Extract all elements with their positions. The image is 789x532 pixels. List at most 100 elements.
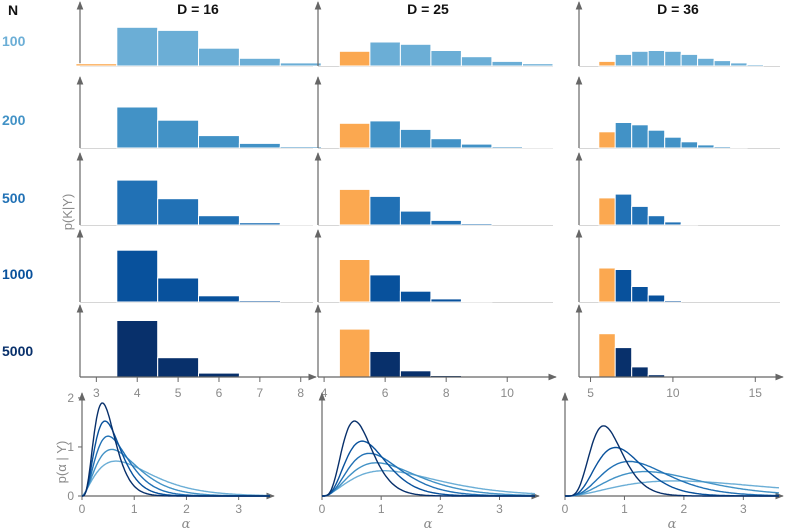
x-tick-label-d16-6: 6 — [216, 386, 223, 400]
row-label-n-100: 100 — [2, 33, 26, 49]
bar-d25-n200-k8 — [430, 138, 462, 149]
bar-d36-n200-k10 — [664, 136, 682, 149]
alpha-y-tick-label-d16-0: 0 — [67, 489, 74, 503]
bar-d16-n1000-k6 — [198, 295, 240, 303]
bar-d36-n200-k6 — [598, 131, 616, 149]
x-tick-label-d36-10: 10 — [666, 386, 680, 400]
bar-d25-n1000-k9 — [460, 300, 493, 303]
bar-d36-n100-k11 — [680, 53, 699, 67]
bar-d25-n100-k9 — [460, 56, 493, 67]
bar-d36-n100-k8 — [631, 50, 649, 67]
bar-d25-n500-k8 — [430, 219, 462, 226]
column-title-d36: D = 36 — [657, 1, 699, 17]
x-tick-label-d25-6: 6 — [382, 386, 389, 400]
alpha-x-tick-label-d16-0: 0 — [79, 502, 86, 516]
bar-d25-n200-k5 — [338, 122, 371, 149]
row-header-n: N — [8, 2, 18, 18]
density-curve-d36-n5000 — [565, 425, 779, 497]
bar-d36-n200-k13 — [713, 146, 732, 149]
bar-d16-n100-k3 — [75, 63, 118, 67]
alpha-x-tick-label-d16-2: 2 — [183, 502, 190, 516]
bar-d16-n1000-k4 — [116, 249, 159, 303]
bar-d36-n200-k9 — [647, 129, 666, 149]
bar-d36-n500-k7 — [614, 193, 633, 226]
density-curve-d36-n500 — [565, 460, 779, 497]
bar-d16-n200-k7 — [238, 142, 281, 149]
bar-d16-n100-k7 — [238, 57, 281, 67]
density-curve-d16-n500 — [81, 435, 270, 497]
bar-d25-n200-k10 — [491, 146, 523, 149]
bar-d16-n5000-k4 — [116, 320, 159, 378]
bar-d36-n1000-k9 — [647, 294, 666, 303]
bar-d25-n5000-k7 — [399, 370, 432, 378]
column-title-d16: D = 16 — [177, 1, 219, 17]
column-title-d25: D = 25 — [407, 1, 449, 17]
bar-d16-n200-k4 — [116, 106, 159, 149]
x-tick-label-d16-3: 3 — [93, 386, 100, 400]
bar-d25-n100-k11 — [522, 63, 554, 67]
density-curve-d25-n100 — [321, 470, 536, 497]
bar-d25-n100-k8 — [430, 50, 462, 67]
bar-d16-n500-k5 — [157, 198, 200, 226]
x-tick-label-d16-7: 7 — [257, 386, 264, 400]
bar-d25-n500-k6 — [369, 195, 401, 226]
density-curve-d25-n5000 — [322, 420, 535, 497]
density-curve-d25-n200 — [322, 462, 535, 497]
bar-d16-n100-k8 — [279, 62, 322, 67]
bar-d36-n100-k9 — [647, 50, 666, 67]
alpha-x-tick-label-d16-3: 3 — [235, 502, 242, 516]
bar-d36-n500-k9 — [647, 215, 666, 226]
y-axis-label-pk: p(K|Y) — [60, 194, 75, 231]
bar-d16-n500-k4 — [116, 179, 159, 226]
bar-d16-n200-k8 — [279, 146, 322, 149]
density-curve-d36-n1000 — [565, 446, 779, 497]
alpha-x-tick-label-d36-2: 2 — [681, 502, 688, 516]
bar-d25-n1000-k8 — [430, 298, 462, 303]
density-curve-d25-n500 — [322, 452, 535, 497]
alpha-x-tick-label-d36-1: 1 — [621, 502, 628, 516]
alpha-y-tick-label-d16-1: 1 — [67, 440, 74, 454]
bar-d36-n100-k6 — [598, 60, 616, 67]
bar-d25-n5000-k5 — [338, 328, 371, 378]
y-axis-label-palpha: p(α | Y) — [54, 441, 69, 484]
row-label-n-1000: 1000 — [2, 266, 33, 282]
bar-d36-n100-k13 — [713, 60, 732, 67]
x-tick-label-d25-8: 8 — [443, 386, 450, 400]
bar-d36-n1000-k8 — [631, 286, 649, 303]
alpha-x-tick-label-d36-3: 3 — [740, 502, 747, 516]
density-curve-d16-n100 — [81, 460, 270, 497]
bar-d36-n5000-k7 — [614, 347, 633, 378]
bar-d25-n100-k6 — [369, 41, 401, 67]
bar-d25-n100-k10 — [491, 60, 523, 67]
bar-d25-n1000-k5 — [338, 259, 371, 303]
bar-d25-n200-k6 — [369, 120, 401, 149]
density-curve-d16-n200 — [81, 448, 270, 497]
bar-d16-n1000-k7 — [238, 300, 281, 303]
bar-d25-n1000-k6 — [369, 274, 401, 303]
density-curve-d36-n100 — [565, 480, 780, 497]
bar-d36-n100-k12 — [697, 57, 715, 67]
x-tick-label-d16-5: 5 — [175, 386, 182, 400]
bar-d36-n500-k11 — [680, 223, 699, 226]
bar-d16-n5000-k5 — [157, 357, 200, 378]
bar-d16-n100-k5 — [157, 29, 200, 67]
bar-d36-n200-k7 — [614, 122, 633, 149]
x-axis-label-alpha-d16: α — [182, 517, 191, 532]
density-curve-d36-n200 — [565, 470, 780, 497]
alpha-y-tick-label-d16-2: 2 — [67, 391, 74, 405]
bar-d36-n200-k14 — [730, 146, 748, 149]
bar-d25-n100-k5 — [338, 50, 371, 67]
row-label-n-500: 500 — [2, 190, 26, 206]
bar-d36-n100-k10 — [664, 50, 682, 67]
bar-d36-n200-k8 — [631, 124, 649, 149]
alpha-x-tick-label-d16-1: 1 — [131, 502, 138, 516]
bar-d25-n100-k7 — [399, 43, 432, 67]
bar-d16-n200-k6 — [198, 135, 240, 149]
bar-d16-n500-k6 — [198, 215, 240, 226]
bar-d36-n500-k6 — [598, 197, 616, 226]
bar-d36-n1000-k10 — [664, 300, 682, 303]
row-label-n-5000: 5000 — [2, 343, 33, 359]
bar-d36-n5000-k8 — [631, 366, 649, 378]
alpha-x-tick-label-d25-1: 1 — [378, 502, 385, 516]
